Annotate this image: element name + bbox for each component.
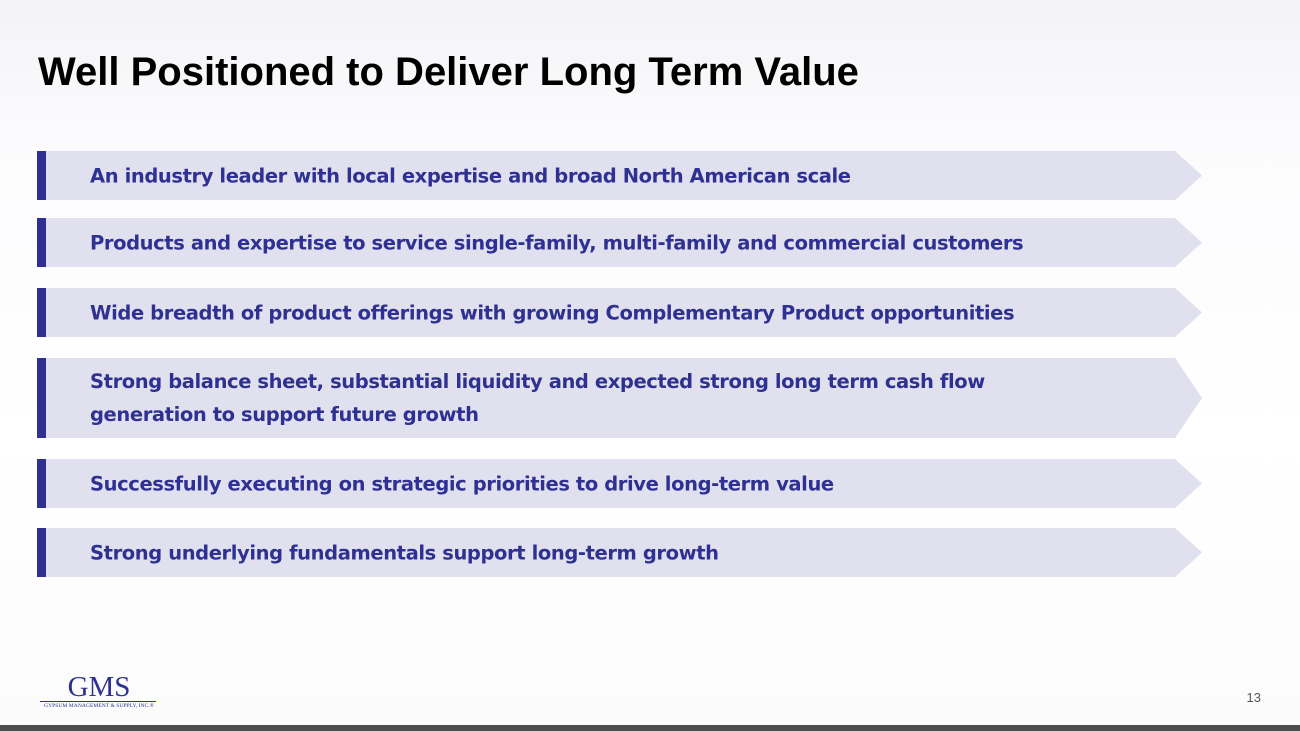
key-point-text: Products and expertise to service single…	[90, 231, 1024, 254]
logo-subtitle: GYPSUM MANAGEMENT & SUPPLY, INC.®	[44, 703, 154, 709]
key-point-arrow-background	[46, 358, 1202, 438]
key-point-arrow-background	[46, 218, 1202, 267]
key-point-3: Wide breadth of product offerings with g…	[37, 288, 1202, 337]
key-point-accent-bar	[37, 288, 46, 337]
logo-wordmark: GMS	[67, 671, 131, 703]
key-point-arrow-background	[46, 528, 1202, 577]
key-point-accent-bar	[37, 459, 46, 508]
company-logo: GMS GYPSUM MANAGEMENT & SUPPLY, INC.®	[38, 672, 160, 710]
key-point-accent-bar	[37, 358, 46, 438]
key-point-text: Strong balance sheet, substantial liquid…	[90, 370, 985, 426]
key-point-arrow-background	[46, 459, 1202, 508]
key-point-4: Strong balance sheet, substantial liquid…	[37, 358, 1202, 438]
key-point-accent-bar	[37, 528, 46, 577]
logo-divider	[40, 701, 156, 702]
slide-title: Well Positioned to Deliver Long Term Val…	[38, 50, 859, 94]
footer-bar	[0, 725, 1300, 731]
key-point-5: Successfully executing on strategic prio…	[37, 459, 1202, 508]
key-point-arrow-background	[46, 151, 1202, 200]
key-point-2: Products and expertise to service single…	[37, 218, 1202, 267]
key-point-text: An industry leader with local expertise …	[90, 164, 851, 187]
key-point-accent-bar	[37, 218, 46, 267]
key-point-accent-bar	[37, 151, 46, 200]
page-number: 13	[1246, 690, 1261, 705]
key-point-6: Strong underlying fundamentals support l…	[37, 528, 1202, 577]
key-point-text: Strong underlying fundamentals support l…	[90, 541, 719, 564]
key-point-text: Successfully executing on strategic prio…	[90, 472, 834, 495]
key-point-1: An industry leader with local expertise …	[37, 151, 1202, 200]
key-point-text: Wide breadth of product offerings with g…	[90, 301, 1015, 324]
key-point-arrow-background	[46, 288, 1202, 337]
